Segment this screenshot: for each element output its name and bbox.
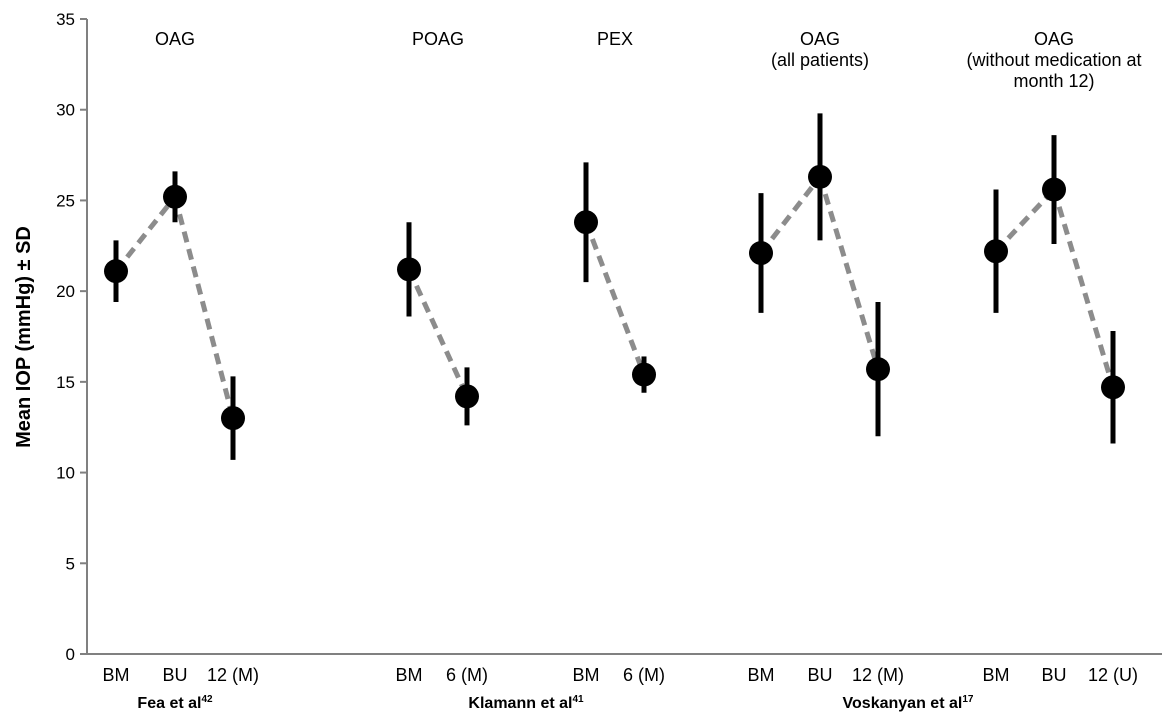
group-label-line: month 12) [1013,71,1094,91]
study-name: Voskanyan et al [843,695,963,712]
x-tick-label: 6 (M) [623,665,665,685]
data-point [455,384,479,409]
y-tick-label: 20 [56,282,75,301]
study-name: Fea et al [137,695,201,712]
group-label-line: OAG [155,29,195,49]
y-tick-label: 35 [56,10,75,29]
y-tick-label: 0 [66,645,75,664]
error-bars [113,113,1116,460]
data-point [866,357,890,382]
x-tick-label: BM [983,665,1010,685]
group-label-line: OAG [800,29,840,49]
x-tick-label: BM [103,665,130,685]
group-label-line: OAG [1034,29,1074,49]
connector-line [759,175,822,255]
group-label: OAG [155,29,195,49]
x-tick-label: 12 (M) [207,665,259,685]
data-point [632,362,656,387]
x-tick-label: BM [396,665,423,685]
connector-line [406,268,470,398]
study-reference: 17 [962,694,974,705]
labels: BM BU 12 (M) BM 6 (M) BM 6 (M) BM BU 12 (M) BM BU 12… [103,29,1142,712]
data-point [221,406,245,431]
data-point [163,184,187,209]
connector-line [994,187,1056,253]
data-point [397,257,421,282]
connector-line [817,176,881,370]
group-label-line: (all patients) [771,50,869,70]
group-label: OAG (without medication at month 12) [966,29,1141,91]
data-point [808,164,832,189]
connector-line [583,221,647,376]
group-label: OAG (all patients) [771,29,869,70]
axes: 0 5 10 15 20 25 30 35 [56,10,1162,664]
group-label-line: PEX [597,29,633,49]
study-label: Klamann et al41 [468,694,584,712]
group-label: POAG [412,29,464,49]
study-label: Voskanyan et al17 [843,694,974,712]
x-tick-label: BU [807,665,832,685]
y-tick-label: 10 [56,464,75,483]
data-points [104,164,1125,431]
connector-lines [114,175,1116,419]
x-tick-label: BU [162,665,187,685]
data-point [104,259,128,284]
x-tick-label: BU [1041,665,1066,685]
y-axis-title: Mean IOP (mmHg) ± SD [13,226,35,448]
x-tick-label: BM [573,665,600,685]
study-name: Klamann et al [468,695,572,712]
data-point [1101,375,1125,400]
x-tick-label: 6 (M) [446,665,488,685]
x-tick-label: 12 (M) [852,665,904,685]
data-point [574,210,598,235]
group-label: PEX [597,29,633,49]
group-label-line: (without medication at [966,50,1141,70]
connector-line [114,195,177,273]
y-tick-label: 5 [66,554,75,573]
x-tick-label: BM [748,665,775,685]
y-tick-label: 25 [56,191,75,210]
connector-line [1051,188,1116,389]
x-tick-label: 12 (U) [1088,665,1138,685]
data-point [984,239,1008,264]
data-point [1042,177,1066,202]
group-label-line: POAG [412,29,464,49]
study-reference: 41 [572,694,584,705]
study-label: Fea et al42 [137,694,213,712]
data-point [749,241,773,266]
study-reference: 42 [201,694,213,705]
y-tick-label: 30 [56,101,75,120]
connector-line [172,196,236,419]
y-tick-label: 15 [56,373,75,392]
